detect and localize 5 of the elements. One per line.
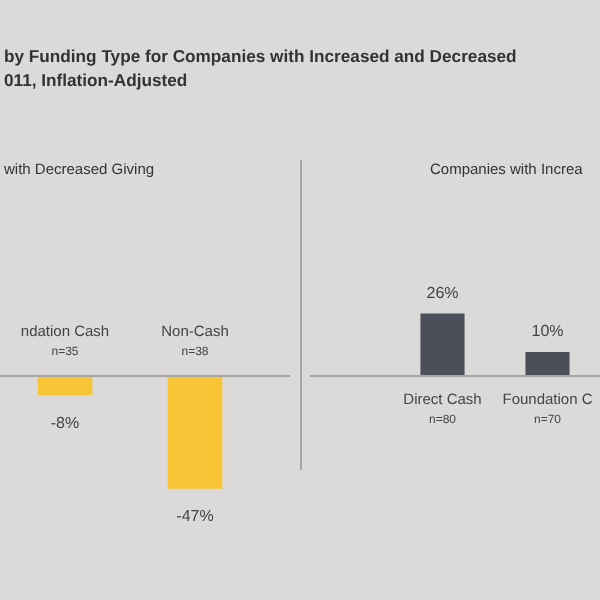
data-label: 26%: [426, 284, 459, 303]
data-label: -47%: [176, 507, 214, 526]
data-label: 10%: [531, 322, 564, 341]
data-label: -8%: [50, 413, 80, 432]
chart-title: by Funding Type for Companies with Increased and Decreased 011, Inflation-Adjusted: [4, 44, 519, 92]
